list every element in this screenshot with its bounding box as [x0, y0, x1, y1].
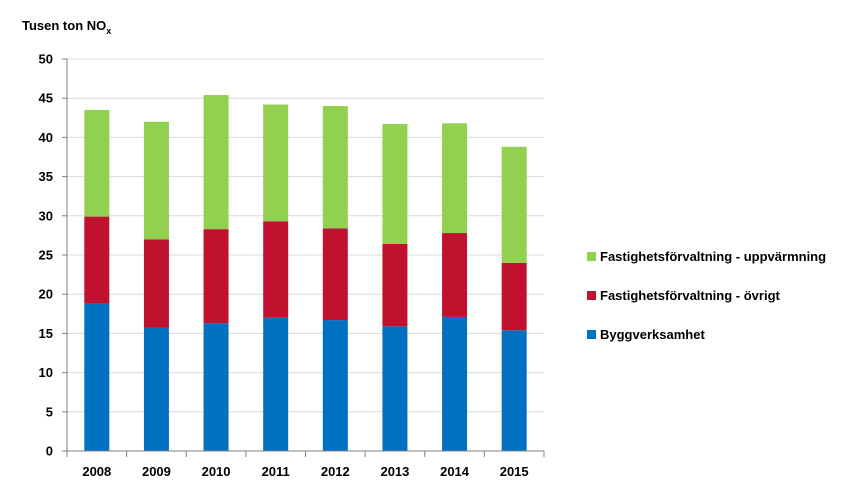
- x-tick-label: 2013: [380, 464, 409, 479]
- bar-segment-2013-series-0: [382, 326, 408, 451]
- axes: [62, 58, 545, 457]
- x-tick-label: 2014: [440, 464, 470, 479]
- bar-segment-2010-series-0: [203, 323, 229, 451]
- y-tick-label: 30: [39, 208, 53, 223]
- y-tick-label: 15: [39, 326, 53, 341]
- y-tick-label: 35: [39, 169, 53, 184]
- y-axis-label-text: Tusen ton NO: [22, 18, 106, 33]
- bar-segment-2014-series-1: [442, 233, 468, 317]
- legend-swatch: [587, 330, 596, 339]
- bar-segment-2011-series-1: [263, 221, 289, 318]
- bar-segment-2012-series-0: [322, 320, 348, 451]
- bar-segment-2015-series-0: [501, 330, 527, 451]
- bar-segment-2014-series-2: [442, 123, 468, 234]
- bar-segment-2010-series-1: [203, 229, 229, 324]
- y-tick-labels: 0 5 10 15 20 25 30 35 40 45 50: [39, 52, 53, 459]
- bar-segment-2012-series-1: [322, 228, 348, 321]
- y-tick-label: 20: [39, 287, 53, 302]
- bar-segment-2008-series-1: [84, 216, 110, 304]
- y-axis-label-subscript: x: [106, 26, 111, 36]
- y-tick-label: 0: [46, 444, 53, 459]
- x-tick-label: 2010: [202, 464, 231, 479]
- x-tick-label: 2008: [82, 464, 111, 479]
- bar-segment-2011-series-0: [263, 317, 289, 451]
- gridlines: [67, 58, 544, 413]
- y-tick-label: 10: [39, 365, 53, 380]
- bar-segment-2013-series-1: [382, 244, 408, 327]
- bar-segment-2009-series-0: [143, 327, 169, 451]
- y-tick-label: 5: [46, 404, 53, 419]
- bar-segment-2012-series-2: [322, 106, 348, 229]
- x-tick-label: 2009: [142, 464, 171, 479]
- y-tick-label: 50: [39, 52, 53, 67]
- bar-segment-2010-series-2: [203, 95, 229, 230]
- bars: [84, 95, 527, 451]
- legend-swatch: [587, 291, 596, 300]
- bar-segment-2008-series-0: [84, 303, 110, 451]
- legend-swatch: [587, 252, 596, 261]
- y-axis-label: Tusen ton NOx: [22, 18, 111, 36]
- x-tick-label: 2015: [500, 464, 529, 479]
- y-tick-label: 40: [39, 130, 53, 145]
- bar-segment-2015-series-1: [501, 262, 527, 331]
- legend-label: Byggverksamhet: [600, 327, 705, 342]
- y-tick-label: 45: [39, 91, 53, 106]
- bar-segment-2009-series-1: [143, 239, 169, 328]
- x-tick-label: 2012: [321, 464, 350, 479]
- x-tick-label: 2011: [262, 464, 290, 479]
- bar-segment-2014-series-0: [442, 316, 468, 451]
- legend: Fastighetsförvaltning - uppvärmning Fasti…: [587, 249, 826, 342]
- y-tick-label: 25: [39, 248, 53, 263]
- bar-segment-2009-series-2: [143, 121, 169, 240]
- bar-segment-2008-series-2: [84, 109, 110, 217]
- x-tick-labels: 2008 2009 2010 2011 2012 2013 2014 2015: [82, 464, 528, 479]
- legend-label: Fastighetsförvaltning - övrigt: [600, 288, 781, 303]
- bar-segment-2015-series-2: [501, 146, 527, 263]
- legend-label: Fastighetsförvaltning - uppvärmning: [600, 249, 826, 264]
- bar-segment-2011-series-2: [263, 104, 289, 222]
- bar-segment-2013-series-2: [382, 124, 408, 245]
